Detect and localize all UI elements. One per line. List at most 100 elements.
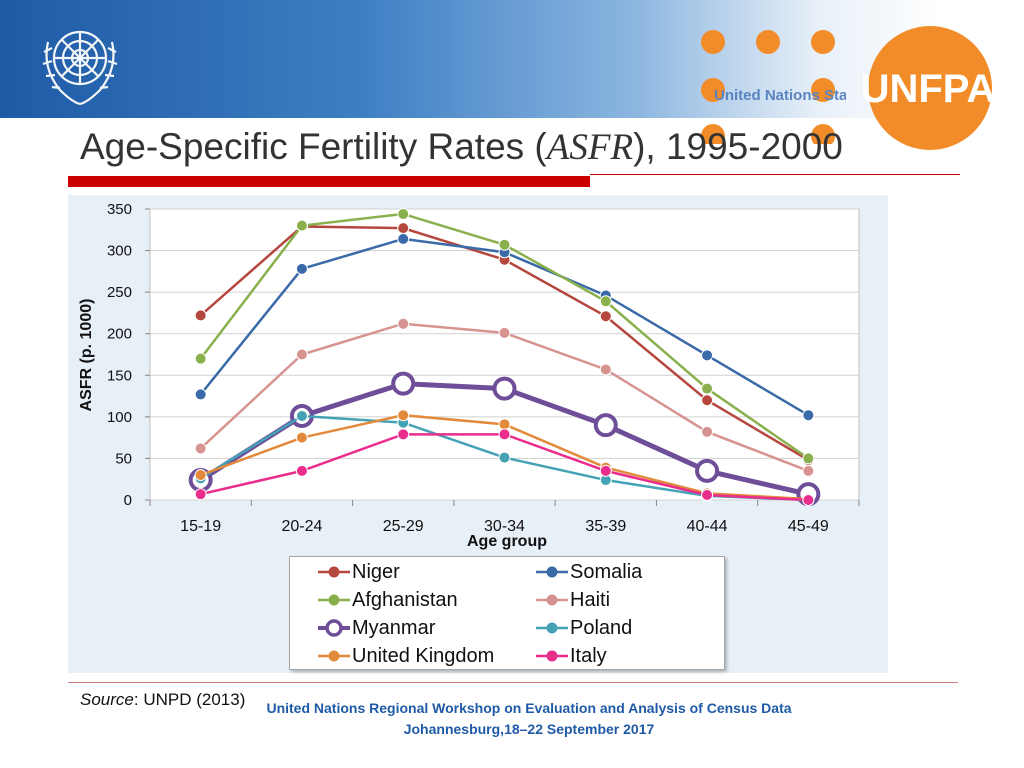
data-point [397, 317, 410, 330]
data-point [498, 238, 511, 251]
title-suffix: ), 1995-2000 [633, 126, 843, 167]
x-tick-label: 15-19 [180, 518, 221, 535]
x-axis-label: Age group [467, 533, 547, 550]
data-point [295, 464, 308, 477]
y-axis-label: ASFR (p. 1000) [78, 299, 95, 412]
data-point [498, 428, 511, 441]
legend-label: Niger [352, 560, 400, 583]
unfpa-logo: UNFPA [861, 26, 996, 150]
legend-swatch-icon [318, 650, 350, 662]
y-tick-label: 50 [115, 450, 132, 467]
legend-item: Niger [318, 559, 400, 585]
data-point [701, 349, 714, 362]
data-point [194, 488, 207, 501]
x-tick-label: 20-24 [281, 518, 322, 535]
data-point [802, 494, 815, 506]
un-emblem-icon [42, 30, 118, 106]
data-point [492, 376, 517, 401]
legend-item: Afghanistan [318, 587, 458, 613]
y-tick-label: 300 [107, 243, 132, 260]
unfpa-logo-text: UNFPA [861, 67, 996, 111]
footer-line-1: United Nations Regional Workshop on Eval… [266, 700, 792, 716]
data-point [194, 469, 207, 482]
data-point [295, 410, 308, 423]
legend-label: United Kingdom [352, 644, 495, 667]
source-note: Source: UNPD (2013) [80, 690, 245, 710]
y-tick-label: 250 [107, 284, 132, 301]
data-point [295, 219, 308, 232]
legend-label: Myanmar [352, 616, 436, 639]
data-point [599, 464, 612, 477]
data-point [194, 442, 207, 455]
source-text: : UNPD (2013) [133, 690, 246, 709]
legend-label: Somalia [570, 560, 643, 583]
title-prefix: Age-Specific Fertility Rates ( [80, 126, 547, 167]
title-underline-bar [68, 176, 590, 187]
legend-item: Haiti [536, 587, 610, 613]
x-tick-label: 45-49 [788, 518, 829, 535]
data-point [802, 452, 815, 465]
legend-swatch-icon [536, 594, 568, 606]
data-point [295, 348, 308, 361]
title-asfr: ASFR [546, 127, 634, 168]
data-point [397, 409, 410, 422]
data-point [295, 431, 308, 444]
x-tick-label: 35-39 [585, 518, 626, 535]
legend-swatch-icon [536, 622, 568, 634]
legend-item: Myanmar [318, 615, 435, 641]
page-title: Age-Specific Fertility Rates (ASFR), 199… [80, 126, 843, 169]
data-point [599, 295, 612, 308]
data-point [397, 428, 410, 441]
data-point [599, 310, 612, 323]
x-tick-label: 25-29 [383, 518, 424, 535]
legend-item: Poland [536, 615, 632, 641]
legend-label: Poland [570, 616, 633, 639]
data-point [695, 458, 720, 483]
y-tick-label: 100 [107, 409, 132, 426]
chart-legend: Niger Afghanistan Myanmar United Kingdom Som… [289, 556, 725, 670]
series-lines [188, 207, 821, 507]
data-point [701, 394, 714, 407]
data-point [397, 222, 410, 235]
title-underline-line [590, 174, 960, 175]
legend-swatch-icon [536, 650, 568, 662]
source-label: Source [80, 690, 134, 709]
y-tick-label: 200 [107, 326, 132, 343]
data-point [701, 382, 714, 395]
legend-swatch-icon [318, 594, 350, 606]
series-haiti [194, 317, 815, 477]
x-tick-label: 40-44 [687, 518, 728, 535]
series-somalia [194, 232, 815, 422]
legend-swatch-icon [318, 566, 350, 578]
legend-label: Haiti [570, 588, 611, 611]
legend-swatch-icon [318, 619, 350, 637]
data-point [498, 418, 511, 431]
data-point [498, 451, 511, 464]
data-point [194, 352, 207, 365]
y-tick-label: 150 [107, 367, 132, 384]
footer-line-2: Johannesburg,18–22 September 2017 [403, 721, 655, 737]
header-banner [0, 0, 1024, 118]
data-point [802, 464, 815, 477]
y-axis-ticks: 0 50 100 150 200 250 300 350 [107, 201, 150, 509]
legend-label: Italy [570, 644, 607, 667]
unfpa-dots-icon: United Nations Sta [701, 30, 846, 144]
data-point [397, 232, 410, 245]
series-italy [194, 428, 815, 506]
partner-text: United Nations Sta [714, 87, 846, 104]
legend-item: Italy [536, 643, 607, 669]
y-tick-label: 350 [107, 201, 132, 218]
x-tick-label: 30-34 [484, 518, 525, 535]
data-point [498, 326, 511, 339]
footer-divider [68, 682, 958, 683]
data-point [593, 413, 618, 438]
series-afghanistan [194, 207, 815, 465]
legend-label: Afghanistan [352, 588, 458, 611]
legend-swatch-icon [536, 566, 568, 578]
data-point [391, 371, 416, 396]
data-point [599, 363, 612, 376]
y-tick-label: 0 [124, 492, 132, 509]
data-point [802, 409, 815, 422]
data-point [397, 207, 410, 220]
